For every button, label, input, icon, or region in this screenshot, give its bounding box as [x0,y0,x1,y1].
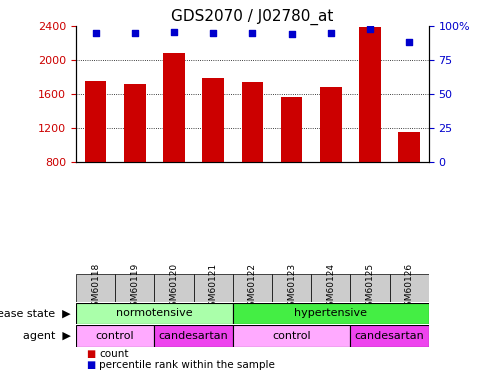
Bar [390,274,429,302]
Text: count: count [99,349,129,359]
Text: agent  ▶: agent ▶ [23,331,71,341]
Text: GSM60121: GSM60121 [209,263,218,312]
Text: candesartan: candesartan [159,331,228,341]
Point [209,30,217,36]
Bar [350,274,390,302]
Text: GSM60118: GSM60118 [91,263,100,312]
Bar [233,303,429,324]
Text: ■: ■ [86,360,95,370]
Text: hypertensive: hypertensive [294,309,367,318]
Text: GSM60120: GSM60120 [170,263,178,312]
Bar [124,84,146,162]
Bar [281,97,302,162]
Point [288,32,295,38]
Point [366,26,374,32]
Bar [233,274,272,302]
Text: GSM60123: GSM60123 [287,263,296,312]
Text: disease state  ▶: disease state ▶ [0,309,71,318]
Bar [320,87,342,162]
Point [131,30,139,36]
Point [248,30,256,36]
Point [327,30,335,36]
Text: GSM60124: GSM60124 [326,263,335,312]
Text: control: control [96,331,134,341]
Bar [154,274,194,302]
Bar [359,27,381,162]
Title: GDS2070 / J02780_at: GDS2070 / J02780_at [171,9,334,25]
Bar [76,325,154,347]
Bar [163,53,185,162]
Bar [76,303,233,324]
Bar [202,78,224,162]
Bar [242,82,263,162]
Text: normotensive: normotensive [116,309,193,318]
Text: GSM60122: GSM60122 [248,263,257,312]
Point [92,30,99,36]
Bar [85,81,106,162]
Text: GSM60119: GSM60119 [130,263,139,312]
Bar [76,274,115,302]
Bar [115,274,154,302]
Bar [194,274,233,302]
Bar [311,274,350,302]
Bar [154,325,233,347]
Point [405,39,413,45]
Bar [398,132,420,162]
Bar [233,325,350,347]
Text: ■: ■ [86,349,95,359]
Text: candesartan: candesartan [355,331,424,341]
Text: control: control [272,331,311,341]
Bar [350,325,429,347]
Text: percentile rank within the sample: percentile rank within the sample [99,360,275,370]
Bar [272,274,311,302]
Point [170,28,178,34]
Text: GSM60125: GSM60125 [366,263,374,312]
Text: GSM60126: GSM60126 [405,263,414,312]
